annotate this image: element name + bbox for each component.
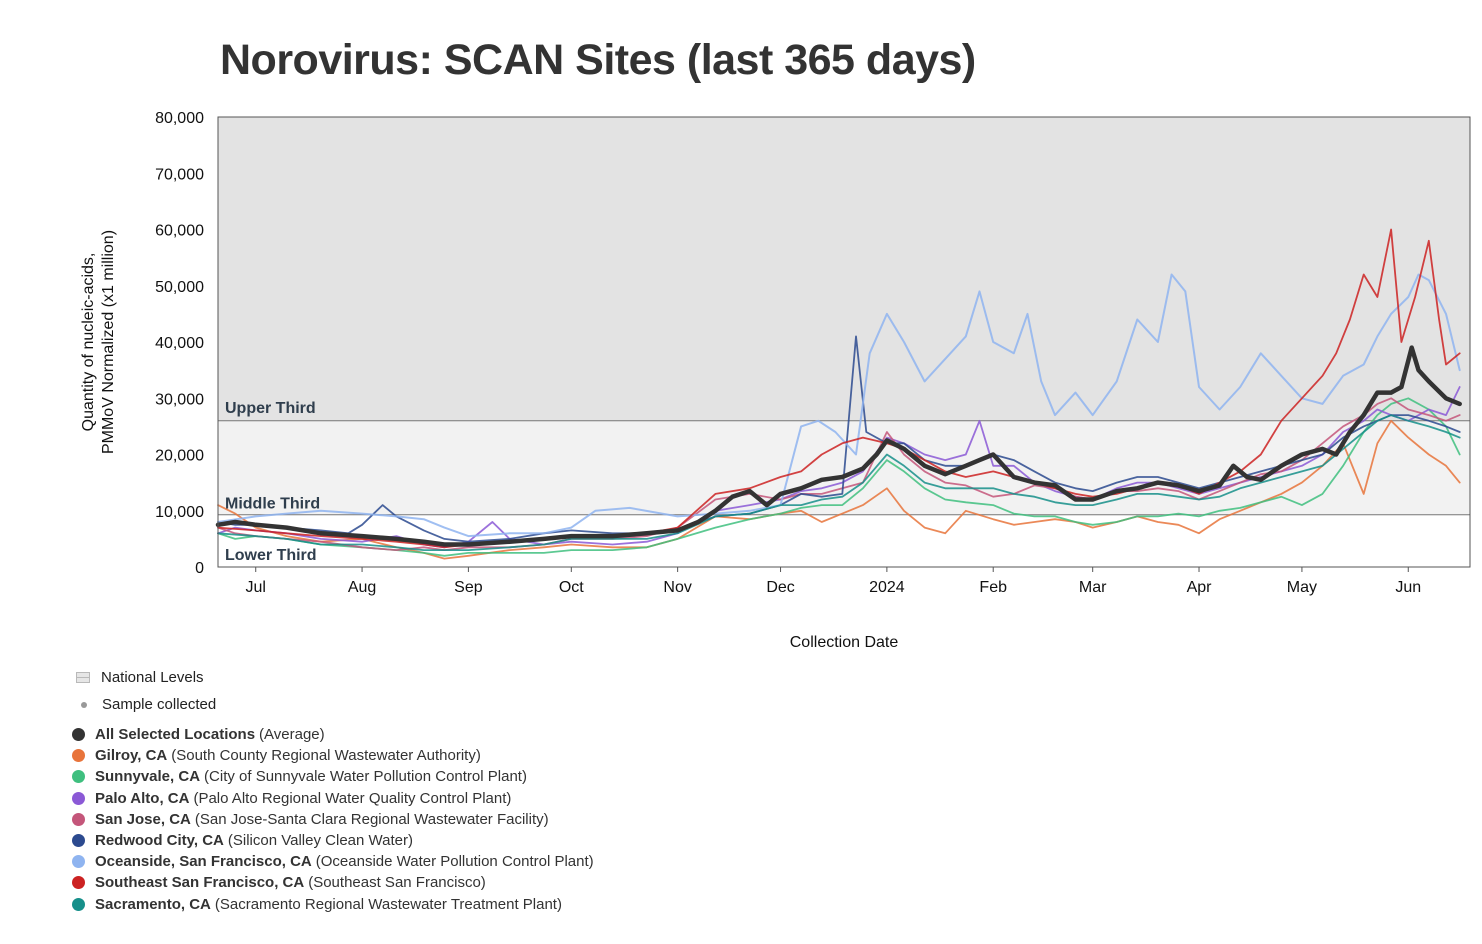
y-axis-title-line2: PMMoV Normalized (x1 million) <box>100 230 117 454</box>
legend-swatch <box>72 770 85 784</box>
x-tick-label: 2024 <box>869 579 905 596</box>
y-tick-label: 80,000 <box>155 110 204 127</box>
x-tick-label: Feb <box>979 579 1007 596</box>
legend-detail: (San Jose-Santa Clara Regional Wastewate… <box>194 810 549 828</box>
legend-static: National Levels Sample collected <box>76 664 216 718</box>
legend-sample-collected-label: Sample collected <box>102 696 217 713</box>
legend-name: San Jose, CA <box>95 810 191 828</box>
legend-detail: (City of Sunnyvale Water Pollution Contr… <box>204 768 527 786</box>
series-line-oceanside-san-francisco-ca[interactable] <box>217 273 1461 538</box>
legend-series: All Selected Locations (Average) Gilroy, C… <box>72 724 594 915</box>
legend-swatch <box>72 749 85 763</box>
legend-item-gilroy-ca[interactable]: Gilroy, CA (South County Regional Wastewa… <box>72 745 594 766</box>
x-tick-label: Nov <box>663 579 691 596</box>
legend-detail: (Sacramento Regional Wastewater Treatmen… <box>214 895 562 913</box>
legend-item-sacramento-ca[interactable]: Sacramento, CA (Sacramento Regional Waste… <box>72 894 594 915</box>
y-tick-label: 0 <box>195 560 204 577</box>
band-upper <box>218 117 1470 421</box>
legend-swatch <box>72 855 85 869</box>
x-tick-label: Apr <box>1187 579 1213 596</box>
y-tick-label: 20,000 <box>155 448 204 465</box>
chart-title: Norovirus: SCAN Sites (last 365 days) <box>220 36 976 84</box>
x-tick-label: Mar <box>1079 579 1107 596</box>
legend-name: Oceanside, San Francisco, CA <box>95 853 312 871</box>
legend-item-southeast-san-francisco-ca[interactable]: Southeast San Francisco, CA (Southeast Sa… <box>72 872 594 893</box>
x-tick-label: Aug <box>348 579 376 596</box>
legend-name: Sacramento, CA <box>95 895 211 913</box>
legend-name: Southeast San Francisco, CA <box>95 874 305 892</box>
threshold-bands <box>218 117 1470 567</box>
legend-name: Gilroy, CA <box>95 747 168 765</box>
threshold-label-1: Middle Third <box>225 496 320 513</box>
band-icon <box>76 672 90 683</box>
x-axis: Jul Aug Sep Oct Nov Dec 2024 Feb Mar Apr May Jun <box>246 567 1421 596</box>
series-lines <box>215 228 1462 560</box>
legend-sample-collected[interactable]: Sample collected <box>76 691 216 718</box>
legend-national-levels-label: National Levels <box>101 669 204 686</box>
x-tick-label: Jul <box>246 579 266 596</box>
plot-frame <box>217 116 1471 568</box>
x-tick-label: Dec <box>766 579 794 596</box>
dot-icon <box>81 701 87 708</box>
threshold-label-0: Upper Third <box>225 400 316 417</box>
legend-swatch <box>72 728 85 742</box>
legend-swatch <box>72 897 85 911</box>
series-line-sacramento-ca[interactable] <box>217 414 1461 551</box>
legend-swatch <box>72 834 85 848</box>
legend-item-palo-alto-ca[interactable]: Palo Alto, CA (Palo Alto Regional Water Q… <box>72 788 594 809</box>
legend-name: Palo Alto, CA <box>95 789 190 807</box>
legend-detail: (Silicon Valley Clean Water) <box>227 832 413 850</box>
legend-name: Sunnyvale, CA <box>95 768 201 786</box>
legend-detail: (Average) <box>259 726 325 744</box>
legend-item-sunnyvale-ca[interactable]: Sunnyvale, CA (City of Sunnyvale Water Po… <box>72 766 594 787</box>
legend-swatch <box>72 812 85 826</box>
x-tick-label: May <box>1287 579 1317 596</box>
legend-detail: (Southeast San Francisco) <box>308 874 486 892</box>
legend-item-oceanside-san-francisco-ca[interactable]: Oceanside, San Francisco, CA (Oceanside W… <box>72 851 594 872</box>
x-tick-label: Oct <box>559 579 584 596</box>
series-line-all-selected-locations[interactable] <box>215 345 1462 547</box>
series-line-redwood-city-ca[interactable] <box>217 335 1461 543</box>
x-axis-title: Collection Date <box>790 634 899 651</box>
x-tick-label: Sep <box>454 579 483 596</box>
legend-detail: (Palo Alto Regional Water Quality Contro… <box>193 789 512 807</box>
y-tick-label: 40,000 <box>155 335 204 352</box>
legend-swatch <box>72 876 85 890</box>
legend-item-san-jose-ca[interactable]: San Jose, CA (San Jose-Santa Clara Region… <box>72 809 594 830</box>
chart-svg: 0 10,000 20,000 30,000 40,000 50,000 60,000 70,… <box>80 110 1471 651</box>
y-tick-label: 70,000 <box>155 166 204 183</box>
series-line-gilroy-ca[interactable] <box>217 419 1461 560</box>
legend-item-all-selected-locations[interactable]: All Selected Locations (Average) <box>72 724 594 745</box>
legend-item-redwood-city-ca[interactable]: Redwood City, CA (Silicon Valley Clean Wa… <box>72 830 594 851</box>
legend-detail: (Oceanside Water Pollution Control Plant… <box>315 853 594 871</box>
y-tick-label: 50,000 <box>155 279 204 296</box>
threshold-label-2: Lower Third <box>225 547 317 564</box>
y-tick-label: 30,000 <box>155 391 204 408</box>
y-axis-title-line1: Quantity of nucleic-acids, <box>80 253 97 432</box>
legend-detail: (South County Regional Wastewater Author… <box>171 747 481 765</box>
y-tick-label: 10,000 <box>155 504 204 521</box>
x-tick-label: Jun <box>1395 579 1421 596</box>
y-tick-label: 60,000 <box>155 223 204 240</box>
legend-swatch <box>72 791 85 805</box>
legend-name: All Selected Locations <box>95 726 256 744</box>
legend-name: Redwood City, CA <box>95 832 224 850</box>
series-line-sunnyvale-ca[interactable] <box>217 397 1461 557</box>
y-axis: 0 10,000 20,000 30,000 40,000 50,000 60,000 70,… <box>155 110 204 577</box>
legend-national-levels[interactable]: National Levels <box>76 664 216 691</box>
threshold-labels: Upper Third Middle Third Lower Third <box>225 400 320 564</box>
